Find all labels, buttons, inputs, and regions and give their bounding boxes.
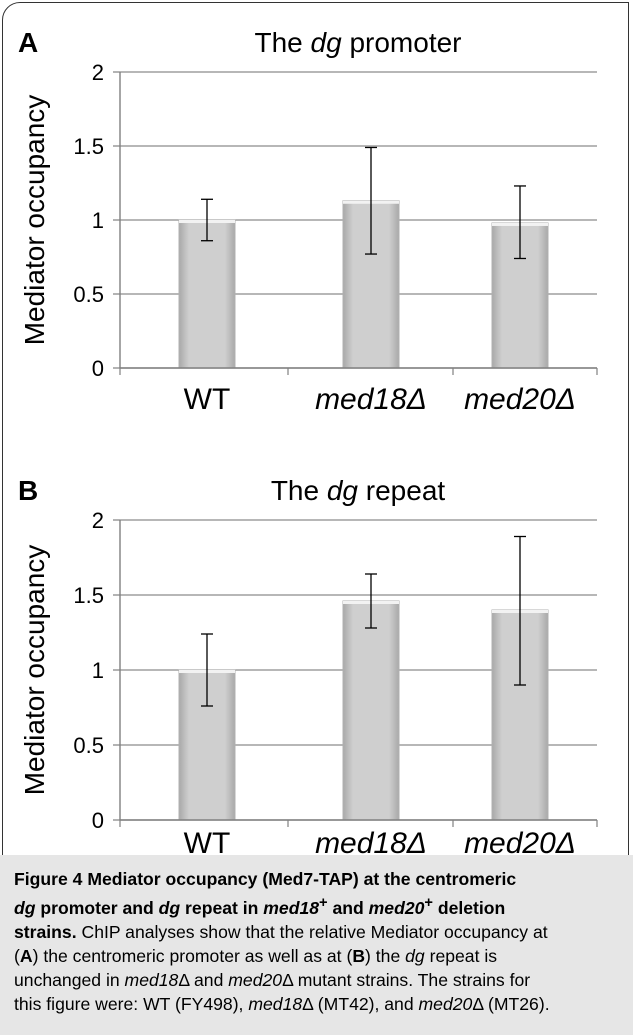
caption-b2-2: ) the centromeric promoter as well as at… bbox=[32, 945, 353, 966]
caption-t-strains: strains. bbox=[14, 921, 77, 942]
caption-t-deletion: deletion bbox=[432, 897, 506, 918]
caption-t-med18: med18 bbox=[263, 897, 320, 918]
caption-t-text2: repeat in bbox=[180, 897, 264, 918]
panel-a-ytick-label: 1.5 bbox=[73, 134, 104, 159]
caption-b3-6: mutant strains. The strains for bbox=[292, 969, 531, 990]
caption-b2-6: repeat is bbox=[424, 945, 498, 966]
panel-b-ytick-label: 2 bbox=[92, 508, 104, 533]
caption-b4-delta: Δ bbox=[302, 993, 313, 1014]
caption-line-4: (A) the centromeric promoter as well as … bbox=[14, 944, 619, 968]
caption-b3-med20: med20 bbox=[228, 969, 283, 990]
caption-b4-med20: med20 bbox=[418, 993, 473, 1014]
panel-b-title-part-2: repeat bbox=[358, 475, 445, 506]
panel-a-category-label-0: WT bbox=[184, 383, 231, 416]
caption-b2-0: ( bbox=[14, 945, 20, 966]
caption-b2-A: A bbox=[19, 945, 33, 966]
panel-b-title-part-0: The bbox=[271, 475, 327, 506]
caption-b2-B: B bbox=[352, 945, 366, 966]
panel-b-ytick-label: 0.5 bbox=[73, 733, 104, 758]
caption-t-dg: dg bbox=[14, 897, 36, 918]
caption-b4-6: (MT26). bbox=[483, 993, 550, 1014]
panel-a-ytick-label: 0 bbox=[92, 356, 104, 381]
panel-a-category-label-1: med18Δ bbox=[315, 383, 427, 416]
bar-charts: A The dg promoter 0 0.5 1 1.5 2 Mediator occupa… bbox=[18, 27, 598, 855]
caption-body-1: ChIP analyses show that the relative Med… bbox=[76, 921, 548, 942]
panel-b-ylabel: Mediator occupancy bbox=[19, 545, 50, 796]
panel-a-bar-0 bbox=[178, 219, 236, 369]
caption-line-3: strains. ChIP analyses show that the rel… bbox=[14, 920, 619, 944]
panel-a-ytick-label: 1 bbox=[92, 208, 104, 233]
caption-t-plus: + bbox=[319, 895, 328, 911]
panel-b-ytick-label: 0 bbox=[92, 808, 104, 833]
panel-b-ytick-label: 1 bbox=[92, 658, 104, 683]
panel-a-letter: A bbox=[18, 27, 38, 58]
caption-b4-0: this figure were: WT (FY498), bbox=[14, 993, 249, 1014]
caption-t-text: promoter and bbox=[35, 897, 159, 918]
caption-t-plus2: + bbox=[424, 895, 433, 911]
panel-a-ytick-label: 2 bbox=[92, 60, 104, 85]
caption-b4-delta2: Δ bbox=[472, 993, 484, 1014]
caption-t-med20: med20 bbox=[368, 897, 425, 918]
caption-line-1: Figure 4 Mediator occupancy (Med7-TAP) a… bbox=[14, 867, 619, 891]
caption-title: Mediator occupancy (Med7-TAP) at the cen… bbox=[87, 869, 517, 889]
caption-t-dg2: dg bbox=[158, 897, 181, 918]
panel-b-title: The dg repeat bbox=[271, 475, 446, 506]
panel-b-ytick-label: 1.5 bbox=[73, 583, 104, 608]
panel-b-category-label-1: med18Δ bbox=[315, 827, 427, 855]
caption-line-2: dg promoter and dg repeat in med18+ and … bbox=[14, 891, 619, 920]
panel-b-category-label-0: WT bbox=[184, 827, 231, 855]
panel-a-category-label-2: med20Δ bbox=[464, 383, 576, 416]
panel-a-title-part-2: promoter bbox=[342, 27, 462, 58]
caption-t-and: and bbox=[327, 897, 369, 918]
caption-b3-and: and bbox=[189, 969, 229, 990]
caption-figure-label: Figure 4 bbox=[14, 869, 83, 889]
panel-a-title: The dg promoter bbox=[254, 27, 461, 58]
caption-line-6: this figure were: WT (FY498), med18Δ (MT… bbox=[14, 992, 619, 1016]
panel-b-title-part-1: dg bbox=[327, 475, 359, 506]
panel-b-category-label-2: med20Δ bbox=[464, 827, 576, 855]
caption-b2-dg: dg bbox=[405, 945, 425, 966]
panel-a-ylabel: Mediator occupancy bbox=[19, 95, 50, 346]
caption-b3-delta2: Δ bbox=[282, 969, 293, 990]
panel-a-title-part-1: dg bbox=[311, 27, 343, 58]
caption-line-5: unchanged in med18Δ and med20Δ mutant st… bbox=[14, 968, 619, 992]
caption-b3-med18: med18 bbox=[124, 969, 179, 990]
caption-b2-4: ) the bbox=[365, 945, 406, 966]
panel-a-ytick-label: 0.5 bbox=[73, 282, 104, 307]
caption-b3-delta: Δ bbox=[178, 969, 190, 990]
caption-b3-0: unchanged in bbox=[14, 969, 125, 990]
panel-a-title-part-0: The bbox=[254, 27, 310, 58]
panel-b-bar-1 bbox=[342, 600, 400, 821]
figure-caption: Figure 4 Mediator occupancy (Med7-TAP) a… bbox=[0, 855, 633, 1035]
caption-b4-med18: med18 bbox=[248, 993, 303, 1014]
caption-b4-3: (MT42), and bbox=[312, 993, 419, 1014]
panel-b-letter: B bbox=[18, 475, 38, 506]
